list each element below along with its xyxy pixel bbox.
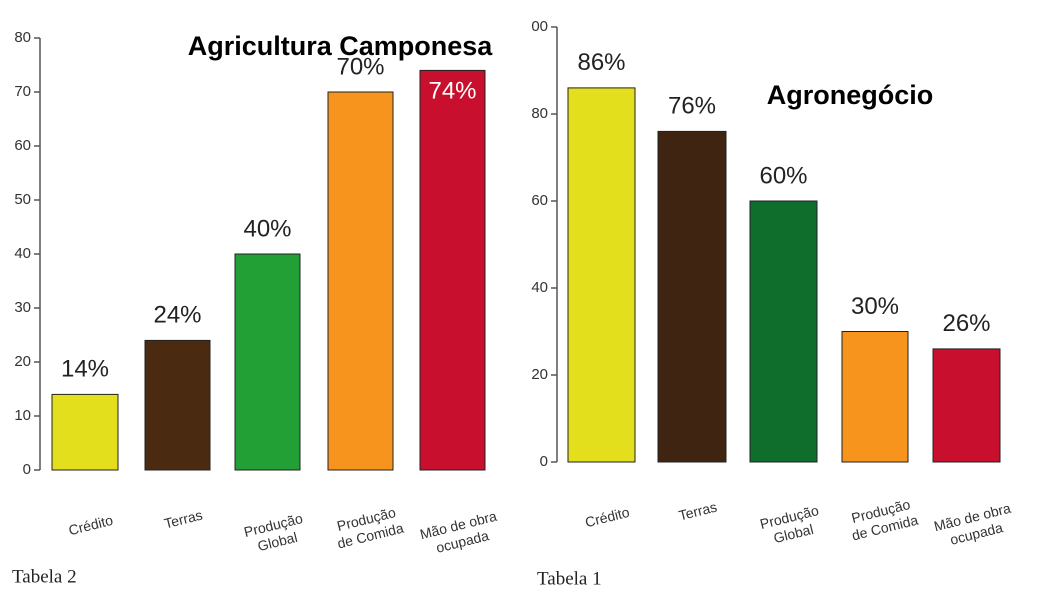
bar bbox=[327, 91, 394, 471]
y-tick-label: 80 bbox=[14, 29, 31, 46]
value-label: 70% bbox=[336, 53, 384, 80]
value-label: 24% bbox=[153, 302, 201, 329]
x-tick-label: Crédito bbox=[67, 511, 115, 537]
chart-title: Agronegócio bbox=[767, 80, 934, 110]
y-tick-label: 20 bbox=[531, 366, 548, 383]
x-tick-label: Mão de obraocupada bbox=[418, 507, 502, 558]
value-label: 14% bbox=[61, 356, 109, 383]
bar bbox=[567, 87, 636, 463]
y-tick-label: 50 bbox=[14, 191, 31, 208]
x-tick-label: Mão de obraocupada bbox=[932, 499, 1016, 550]
bar bbox=[749, 200, 818, 463]
bar bbox=[234, 253, 301, 471]
x-tick-label: Terras bbox=[162, 506, 204, 531]
bar bbox=[841, 331, 909, 463]
y-tick-label: 0 bbox=[23, 461, 31, 478]
bar bbox=[657, 130, 727, 463]
x-tick-label: ProduçãoGlobal bbox=[758, 502, 824, 549]
bar bbox=[144, 339, 211, 471]
y-tick-label: 80 bbox=[531, 105, 548, 122]
y-tick-label: 0 bbox=[540, 453, 548, 470]
y-tick-label: 40 bbox=[531, 279, 548, 296]
y-tick-label: 10 bbox=[14, 407, 31, 424]
bar bbox=[51, 393, 119, 471]
caption: Tabela 1 bbox=[537, 568, 602, 589]
value-label: 40% bbox=[243, 215, 291, 242]
y-tick-label: 30 bbox=[14, 299, 31, 316]
y-tick-label: 70 bbox=[14, 83, 31, 100]
y-tick-label: 00 bbox=[531, 18, 548, 35]
value-label: 76% bbox=[668, 93, 716, 120]
x-tick-label: Produçãode Comida bbox=[846, 495, 920, 543]
value-label: 86% bbox=[577, 49, 625, 76]
value-label: 60% bbox=[759, 162, 807, 189]
bar bbox=[932, 348, 1001, 463]
bar bbox=[419, 69, 486, 471]
y-tick-label: 60 bbox=[531, 192, 548, 209]
value-label: 74% bbox=[428, 78, 476, 105]
x-tick-label: Crédito bbox=[583, 503, 631, 529]
chart-title: Agricultura Camponesa bbox=[188, 31, 494, 61]
y-tick-label: 60 bbox=[14, 137, 31, 154]
caption: Tabela 2 bbox=[12, 566, 77, 587]
value-label: 30% bbox=[851, 293, 899, 320]
y-tick-label: 40 bbox=[14, 245, 31, 262]
value-label: 26% bbox=[942, 310, 990, 337]
y-tick-label: 20 bbox=[14, 353, 31, 370]
x-tick-label: Terras bbox=[677, 498, 719, 523]
x-tick-label: Produçãode Comida bbox=[331, 503, 405, 551]
x-tick-label: ProduçãoGlobal bbox=[242, 510, 308, 557]
